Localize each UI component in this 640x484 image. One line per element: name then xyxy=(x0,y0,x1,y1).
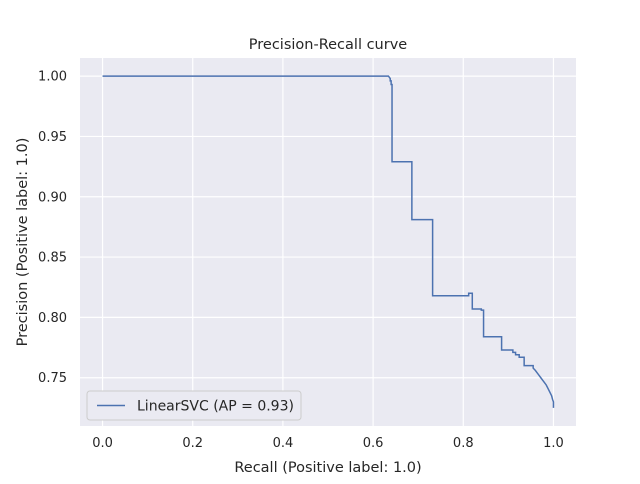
y-tick-label: 0.90 xyxy=(38,190,67,205)
x-tick-label: 1.0 xyxy=(543,436,564,451)
x-tick-label: 0.2 xyxy=(182,436,203,451)
tick-labels: 0.0 0.2 0.4 0.6 0.8 1.0 0.75 0.80 0.85 0.90 0.95 1.… xyxy=(38,70,564,451)
x-axis-label: Recall (Positive label: 1.0) xyxy=(234,460,421,476)
series-lines xyxy=(102,75,555,408)
series-line-0 xyxy=(102,75,555,408)
plot-area xyxy=(80,58,576,426)
y-axis-label: Precision (Positive label: 1.0) xyxy=(15,138,31,347)
y-tick-label: 0.80 xyxy=(38,311,67,326)
y-tick-label: 0.85 xyxy=(38,251,67,266)
y-tick-label: 0.75 xyxy=(38,371,67,386)
x-tick-label: 0.6 xyxy=(363,436,384,451)
chart-title: Precision-Recall curve xyxy=(249,37,408,53)
x-tick-label: 0.4 xyxy=(273,436,294,451)
legend: LinearSVC (AP = 0.93) xyxy=(86,390,302,421)
legend-box xyxy=(86,390,302,421)
y-tick-label: 0.95 xyxy=(38,130,67,145)
y-tick-label: 1.00 xyxy=(38,70,67,85)
x-tick-label: 0.8 xyxy=(453,436,474,451)
grid-lines xyxy=(80,58,576,426)
legend-entry-linearsvc: LinearSVC (AP = 0.93) xyxy=(137,399,294,415)
x-tick-label: 0.0 xyxy=(92,436,113,451)
